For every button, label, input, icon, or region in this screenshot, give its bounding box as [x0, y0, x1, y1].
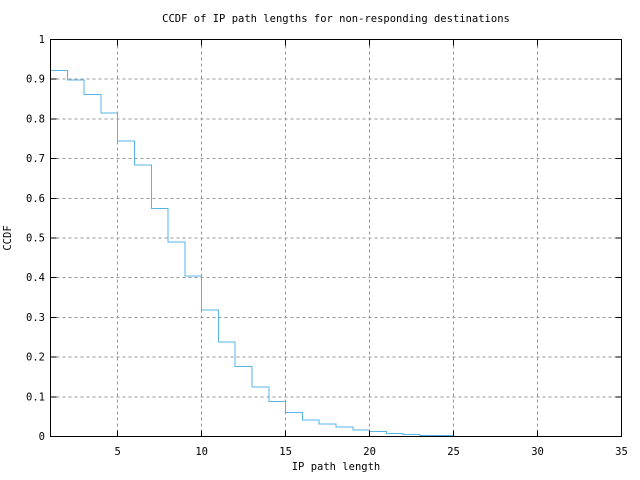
x-tick-label: 15 [279, 446, 292, 458]
y-tick-label: 0.5 [26, 233, 45, 245]
x-tick-label: 35 [615, 446, 628, 458]
x-tick-label: 10 [195, 446, 208, 458]
chart-title: CCDF of IP path lengths for non-respondi… [162, 13, 510, 25]
y-tick-label: 0.2 [26, 352, 45, 364]
y-axis-label: CCDF [2, 225, 14, 250]
x-tick-label: 25 [447, 446, 460, 458]
y-tick-label: 0.6 [26, 193, 45, 205]
y-tick-label: 0 [39, 431, 45, 443]
y-tick-label: 0.9 [26, 74, 45, 86]
y-tick-label: 0.3 [26, 312, 45, 324]
grid-layer [50, 39, 622, 437]
y-tick-label: 1 [39, 34, 45, 46]
y-tick-label: 0.7 [26, 153, 45, 165]
axes-layer [50, 39, 622, 437]
x-tick-label: 5 [115, 446, 121, 458]
x-tick-label: 20 [363, 446, 376, 458]
ccdf-step-line [50, 69, 454, 437]
y-tick-label: 0.1 [26, 391, 45, 403]
x-axis-label: IP path length [292, 461, 381, 473]
y-tick-label: 0.4 [26, 272, 45, 284]
x-tick-label: 30 [531, 446, 544, 458]
y-tick-label: 0.8 [26, 113, 45, 125]
tick-label-layer: 5 10 15 20 25 30 35 0 0.1 0.2 0.3 0.4 0.5 0.6 0.7 0.8 0.… [26, 34, 628, 458]
series-layer [50, 69, 454, 437]
